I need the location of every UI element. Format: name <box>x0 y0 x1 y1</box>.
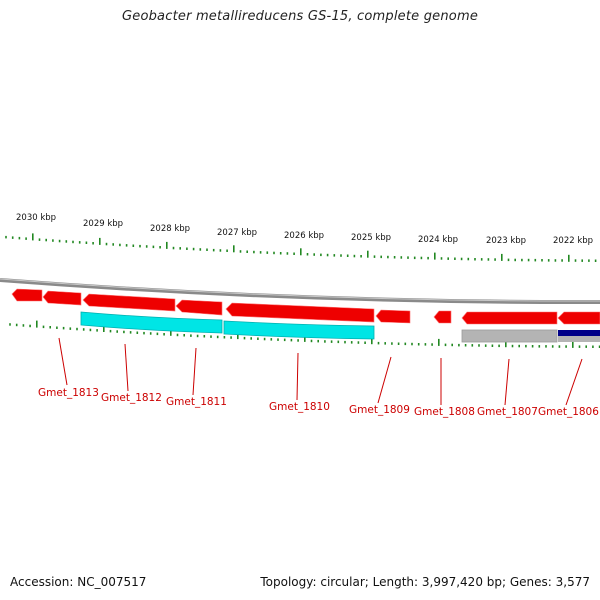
genome-summary-text: Topology: circular; Length: 3,997,420 bp… <box>260 575 590 589</box>
gene-label-gmet-1806[interactable]: Gmet_1806 <box>538 406 599 418</box>
gene-arrow-gmet-1810[interactable] <box>225 302 375 323</box>
gene-arrow-gmet-1812[interactable] <box>82 293 176 312</box>
kbp-label: 2025 kbp <box>351 233 391 243</box>
genome-backbone <box>0 278 600 305</box>
map-title: Geobacter metallireducens GS-15, complet… <box>121 9 479 24</box>
gene-label-gmet-1811[interactable]: Gmet_1811 <box>166 396 227 408</box>
gene-arrow-gmet-1806[interactable] <box>557 311 600 325</box>
cds-bar-gmet-1810[interactable] <box>223 320 375 340</box>
gene-arrow-gmet-1814[interactable] <box>11 288 43 302</box>
gene-label-gmet-1807[interactable]: Gmet_1807 <box>477 406 538 418</box>
gene-arrow-gmet-1809[interactable] <box>375 309 411 324</box>
gene-arrow-gmet-1808[interactable] <box>433 310 452 324</box>
label-leader-lines <box>58 337 583 406</box>
cds-bar-gmet-1812-1811[interactable] <box>80 311 223 334</box>
leader-line-gmet-1813 <box>58 337 68 386</box>
gene-arrow-gmet-1807[interactable] <box>461 311 558 325</box>
gene-label-gmet-1812[interactable]: Gmet_1812 <box>101 392 162 404</box>
leader-line-gmet-1807 <box>504 358 510 406</box>
gene-label-gmet-1808[interactable]: Gmet_1808 <box>414 406 475 418</box>
tick-marks-top <box>5 233 597 262</box>
gene-track <box>11 288 600 325</box>
leader-line-gmet-1812 <box>124 343 129 392</box>
cds-bar-gmet-1807[interactable] <box>461 329 558 343</box>
kbp-label: 2024 kbp <box>418 235 458 245</box>
gene-label-gmet-1809[interactable]: Gmet_1809 <box>349 404 410 416</box>
kbp-labels: 2030 kbp 2029 kbp 2028 kbp 2027 kbp 2026… <box>16 213 593 246</box>
kbp-label: 2028 kbp <box>150 224 190 234</box>
kbp-label: 2027 kbp <box>217 228 257 238</box>
kbp-label: 2030 kbp <box>16 213 56 223</box>
cds-track <box>80 311 600 343</box>
gene-arrow-gmet-1811[interactable] <box>175 299 223 316</box>
kbp-label: 2023 kbp <box>486 236 526 246</box>
accession-text: Accession: NC_007517 <box>10 575 147 589</box>
leader-line-gmet-1809 <box>377 356 392 404</box>
kbp-label: 2029 kbp <box>83 219 123 229</box>
genome-backbone-highlight <box>0 278 600 302</box>
gene-label-gmet-1813[interactable]: Gmet_1813 <box>38 387 99 399</box>
leader-line-gmet-1811 <box>192 347 197 396</box>
gene-labels: Gmet_1813 Gmet_1812 Gmet_1811 Gmet_1810 … <box>38 387 599 418</box>
leader-line-gmet-1806 <box>565 358 583 406</box>
cds-bar-gmet-1806-lower <box>558 336 600 342</box>
gene-arrow-gmet-1813[interactable] <box>42 290 82 306</box>
leader-line-gmet-1810 <box>296 352 299 401</box>
gene-label-gmet-1810[interactable]: Gmet_1810 <box>269 401 330 413</box>
kbp-label: 2026 kbp <box>284 231 324 241</box>
kbp-label: 2022 kbp <box>553 236 593 246</box>
tick-marks-bottom <box>9 320 600 348</box>
